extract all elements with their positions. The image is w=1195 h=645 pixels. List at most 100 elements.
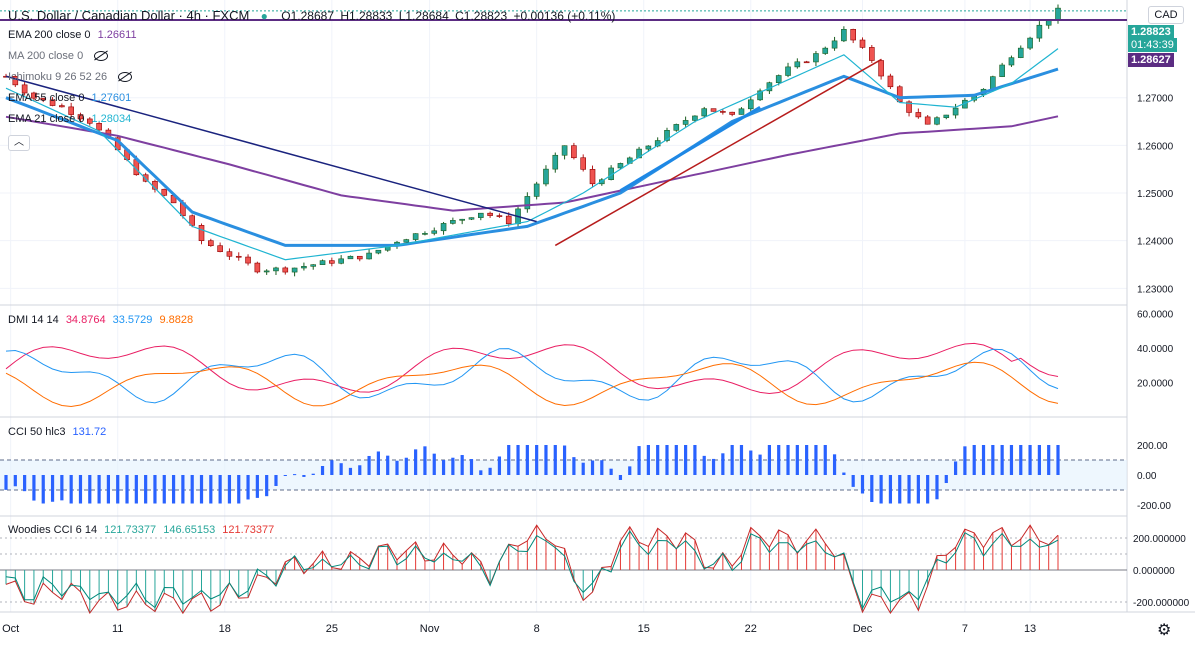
hidden-eye-icon[interactable] <box>118 72 133 83</box>
woodies-pane[interactable] <box>0 524 1127 615</box>
ma-line-ema200 <box>5 115 1059 212</box>
cci-bar <box>190 475 194 504</box>
currency-button[interactable]: CAD <box>1148 6 1184 24</box>
candle-body <box>1008 57 1015 66</box>
cci-bar <box>116 475 120 504</box>
price-pane[interactable] <box>0 4 1127 277</box>
settings-gear-icon[interactable]: ⚙ <box>1157 622 1172 639</box>
candle-body <box>12 76 19 86</box>
legend-ema21[interactable]: EMA 21 close 0 1.28034 <box>8 113 135 125</box>
candle-body <box>1017 47 1024 58</box>
legend-ema55[interactable]: EMA 55 close 0 1.27601 <box>8 92 135 104</box>
cci-bar <box>926 475 930 504</box>
cci-bar <box>758 454 762 475</box>
cci-bar <box>23 475 27 492</box>
dmi-plus-line <box>5 348 1059 404</box>
cci-bar <box>441 460 446 475</box>
cci-bar <box>218 475 222 504</box>
cci-bar <box>106 475 111 504</box>
candle-body <box>524 196 531 210</box>
collapse-legend-button[interactable]: ︿ <box>8 135 30 151</box>
candle-body <box>896 86 903 103</box>
ohlc-close: C1.28823 <box>455 9 508 23</box>
cci-bar <box>88 475 92 504</box>
cci-bar <box>1037 445 1041 475</box>
cci-bar <box>916 475 920 504</box>
candle-body <box>301 266 307 269</box>
candle-body <box>729 111 735 115</box>
cci-bar <box>274 475 278 486</box>
legend-woodies[interactable]: Woodies CCI 6 14 121.73377 146.65153 121… <box>8 524 278 536</box>
candle-body <box>68 106 74 115</box>
legend-dmi[interactable]: DMI 14 14 34.8764 33.5729 9.8828 <box>8 314 197 326</box>
legend-ma200[interactable]: MA 200 close 0 <box>8 50 112 62</box>
cci-bar <box>600 460 604 475</box>
cci-bar <box>832 454 837 475</box>
cci-bar <box>953 461 958 475</box>
ema200-label: EMA 200 close 0 <box>8 29 91 41</box>
candle-body <box>664 130 670 141</box>
candle-body <box>943 114 950 119</box>
price-tick-label: 1.26000 <box>1137 141 1174 152</box>
candle-body <box>869 47 875 61</box>
dmi-label: DMI 14 14 <box>8 314 59 326</box>
cci-tick-label: 0.00 <box>1137 471 1157 482</box>
candle-body <box>412 233 419 240</box>
ohlc-change: +0.00136 (+0.11%) <box>513 9 616 23</box>
cci-bar <box>32 475 36 501</box>
cci-bar <box>171 475 176 504</box>
dmi-pane[interactable] <box>5 342 1059 408</box>
cci-pane[interactable] <box>0 445 1127 504</box>
candle-body <box>319 260 326 265</box>
market-status-icon: ● <box>260 9 268 23</box>
hidden-eye-icon[interactable] <box>94 51 109 62</box>
candle-body <box>273 267 279 272</box>
cci-bar <box>944 475 948 484</box>
cci-bar <box>199 475 204 504</box>
candle-body <box>49 99 56 106</box>
cci-bar <box>562 445 567 475</box>
candle-body <box>477 212 484 218</box>
symbol-title[interactable]: U.S. Dollar / Canadian Dollar · 4h · FXC… <box>8 8 250 23</box>
candle-body <box>803 61 810 64</box>
candle-body <box>692 115 698 121</box>
candle-body <box>878 60 884 77</box>
cci-bar <box>358 465 362 475</box>
candle-body <box>850 29 856 41</box>
cci-bar <box>823 445 827 475</box>
cci-bar <box>516 445 520 475</box>
candle-body <box>496 215 503 217</box>
candle-body <box>682 120 689 125</box>
symbol-header[interactable]: U.S. Dollar / Canadian Dollar · 4h · FXC… <box>8 8 618 23</box>
candle-body <box>645 145 652 150</box>
candle-body <box>747 99 754 110</box>
candle-body <box>915 112 922 118</box>
cci-bar <box>125 475 129 504</box>
candle-body <box>450 220 456 224</box>
candle-body <box>347 255 354 260</box>
ohlc-open: O1.28687 <box>281 9 334 23</box>
legend-ichimoku[interactable]: Ichimoku 9 26 52 26 <box>8 71 136 83</box>
cci-bar <box>97 475 101 504</box>
legend-cci[interactable]: CCI 50 hlc3 131.72 <box>8 426 110 438</box>
cci-bar <box>702 455 706 475</box>
cci-bar <box>553 445 557 475</box>
cci-bar <box>777 445 781 475</box>
axes[interactable]: 1.23000 1.24000 1.25000 1.26000 1.27000 Oct 11… <box>2 94 1190 635</box>
woodies-label: Woodies CCI 6 14 <box>8 524 98 536</box>
candle-body <box>468 217 475 220</box>
cci-bar <box>134 475 138 504</box>
cci-bar <box>963 446 967 475</box>
candle-body <box>356 255 363 260</box>
candle-body <box>440 223 447 232</box>
cci-bar <box>330 460 334 475</box>
legend-ema200[interactable]: EMA 200 close 0 1.26611 <box>8 29 141 41</box>
woodies-tick-label: 200.000000 <box>1133 534 1186 545</box>
ema21-value: 1.28034 <box>91 113 132 125</box>
dmi-tick-label: 20.0000 <box>1137 379 1174 390</box>
candle-body <box>329 260 335 264</box>
dmi-tick-label: 60.0000 <box>1137 310 1174 321</box>
ohlc-low: L1.28684 <box>398 9 449 23</box>
price-tick-label: 1.27000 <box>1137 94 1174 105</box>
